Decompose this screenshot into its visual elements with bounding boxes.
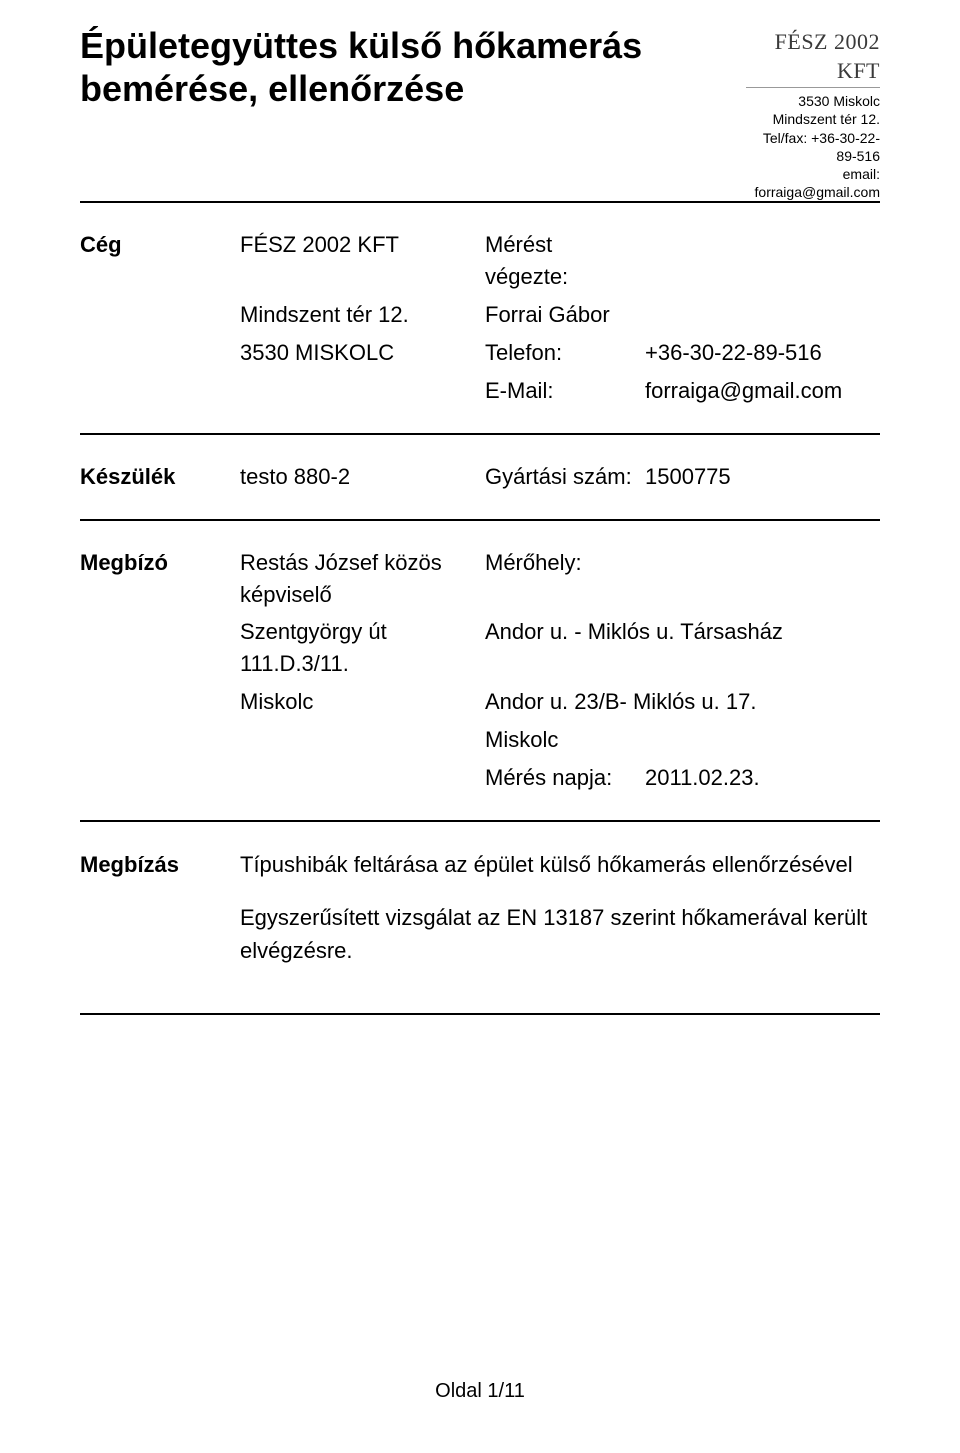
measure-date: 2011.02.23.	[645, 762, 880, 794]
label-device: Készülék	[80, 461, 230, 493]
company-info-box: FÉSZ 2002 KFT 3530 Miskolc Mindszent tér…	[746, 24, 880, 201]
label-assignment: Megbízás	[80, 848, 230, 987]
company-telfax: Tel/fax: +36-30-22-89-516	[746, 129, 880, 165]
label-serial: Gyártási szám:	[485, 461, 635, 493]
label-site: Mérőhely:	[485, 547, 880, 611]
serial: 1500775	[645, 461, 880, 493]
client-section: Megbízó Restás József közös képviselő Mé…	[80, 521, 880, 822]
company-address: 3530 Miskolc Mindszent tér 12.	[746, 92, 880, 128]
page-title: Épületegyüttes külső hőkamerás bemérése,…	[80, 24, 746, 130]
measured-by: Forrai Gábor	[485, 299, 880, 331]
client-name: Restás József közös képviselő	[240, 547, 475, 611]
ceg-name: FÉSZ 2002 KFT	[240, 229, 475, 293]
site1: Andor u. - Miklós u. Társasház	[485, 616, 880, 680]
label-email: E-Mail:	[485, 375, 635, 407]
client-addr2: Miskolc	[240, 686, 475, 718]
assignment-section: Megbízás Típushibák feltárása az épület …	[80, 822, 880, 1015]
site2: Andor u. 23/B- Miklós u. 17.	[485, 686, 880, 718]
ceg-addr2: 3530 MISKOLC	[240, 337, 475, 369]
page-footer: Oldal 1/11	[0, 1380, 960, 1403]
phone: +36-30-22-89-516	[645, 337, 880, 369]
assignment-line2: Egyszerűsített vizsgálat az EN 13187 sze…	[240, 901, 880, 967]
client-addr1: Szentgyörgy út 111.D.3/11.	[240, 616, 475, 680]
label-phone: Telefon:	[485, 337, 635, 369]
company-email: email: forraiga@gmail.com	[746, 165, 880, 201]
label-date: Mérés napja:	[485, 762, 635, 794]
assignment-line1: Típushibák feltárása az épület külső hők…	[240, 848, 880, 881]
label-ceg: Cég	[80, 229, 230, 293]
label-client: Megbízó	[80, 547, 230, 611]
site3: Miskolc	[485, 724, 880, 756]
company-name: FÉSZ 2002 KFT	[746, 28, 880, 85]
company-section: Cég FÉSZ 2002 KFT Mérést végezte: Mindsz…	[80, 203, 880, 434]
device-name: testo 880-2	[240, 461, 475, 493]
ceg-addr1: Mindszent tér 12.	[240, 299, 475, 331]
label-measured-by: Mérést végezte:	[485, 229, 635, 293]
email: forraiga@gmail.com	[645, 375, 880, 407]
device-section: Készülék testo 880-2 Gyártási szám: 1500…	[80, 435, 880, 521]
